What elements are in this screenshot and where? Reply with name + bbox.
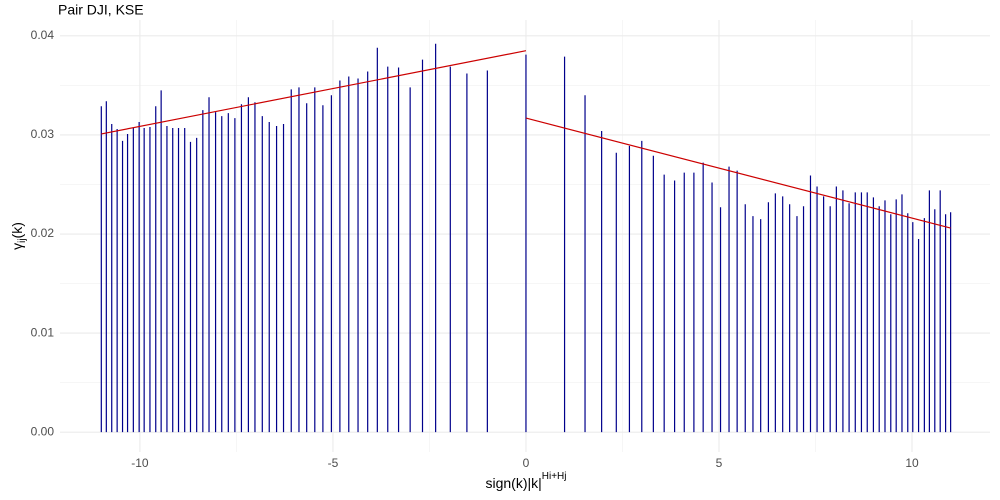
y-tick-label: 0.04: [31, 28, 55, 42]
y-axis-title-sub: ij: [17, 238, 28, 242]
y-tick-label: 0.03: [31, 127, 55, 141]
y-tick-label: 0.01: [31, 325, 55, 339]
y-axis-title-main: γ: [9, 243, 25, 250]
x-tick-label: -5: [328, 456, 339, 470]
marks: [100, 43, 952, 433]
x-tick-label: 0: [523, 456, 530, 470]
y-axis-title-rest: (k): [9, 222, 25, 238]
fit-line: [525, 117, 951, 229]
y-tick-label: 0.02: [31, 226, 55, 240]
fit-line: [101, 50, 527, 135]
x-tick-label: -10: [131, 456, 149, 470]
x-axis-title-sup: Hi+Hj: [542, 471, 567, 482]
chart-title: Pair DJI, KSE: [58, 2, 144, 18]
x-tick-label: 10: [905, 456, 919, 470]
y-axis-title: γij(k): [9, 222, 28, 250]
y-tick-label: 0.00: [31, 424, 55, 438]
x-tick-label: 5: [716, 456, 723, 470]
x-axis-title-main: sign(k)|k|: [485, 475, 541, 491]
x-axis-title: sign(k)|k|Hi+Hj: [485, 471, 566, 491]
